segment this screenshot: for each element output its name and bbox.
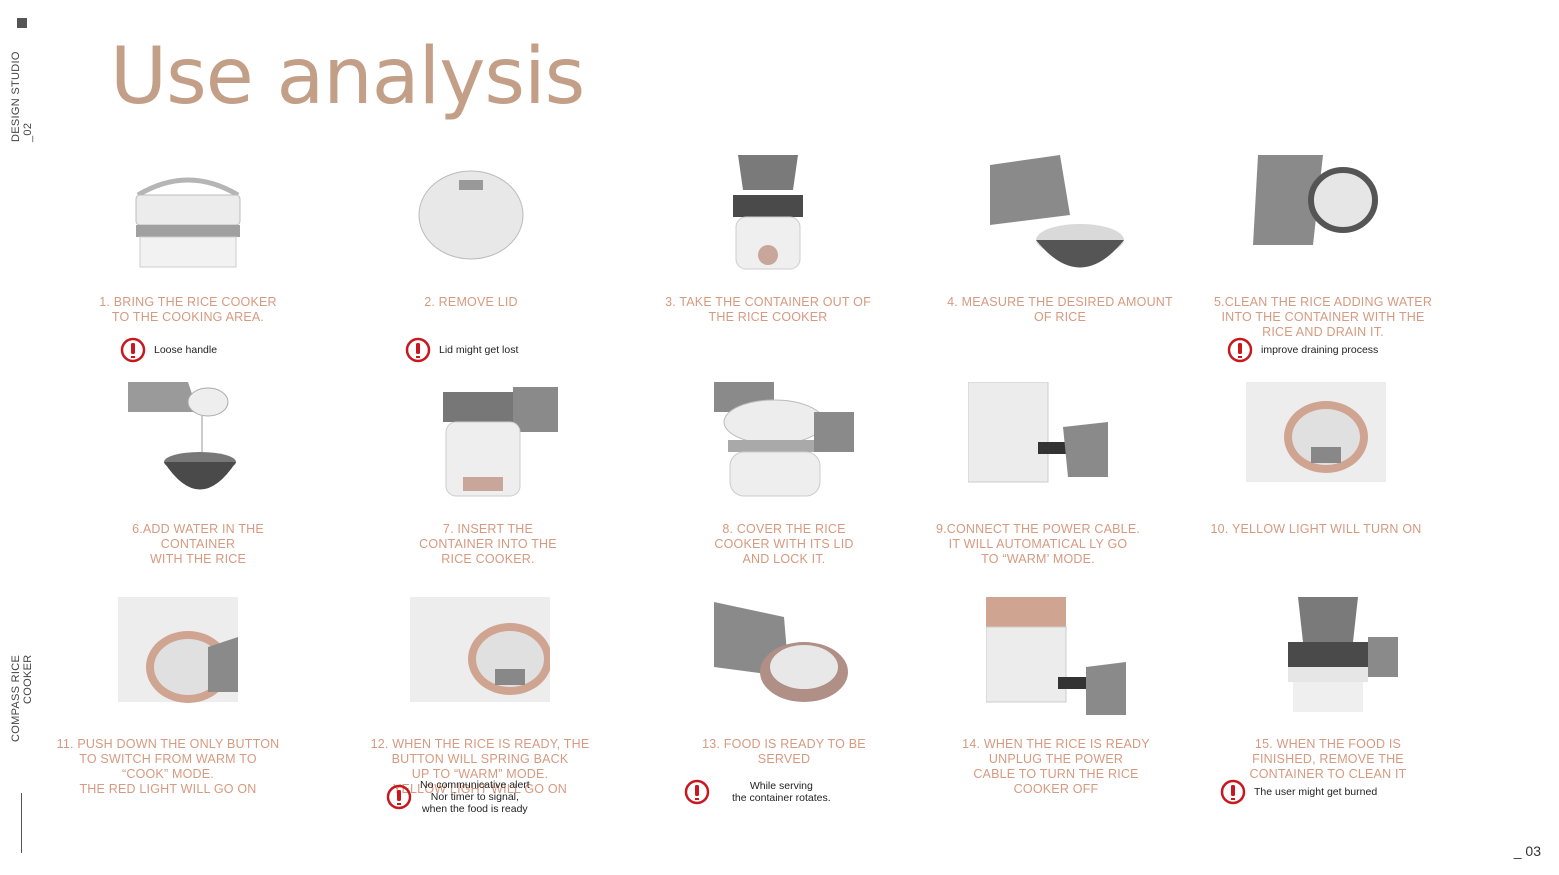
step-caption: 9.CONNECT THE POWER CABLE. IT WILL AUTOM… xyxy=(935,522,1141,566)
unplugging-cable-icon xyxy=(986,597,1126,715)
step-12: 12. WHEN THE RICE IS READY, THE BUTTON W… xyxy=(350,597,610,815)
sidebar-bottom-label: COMPASS RICE COOKER xyxy=(10,655,34,743)
step-caption: 14. WHEN THE RICE IS READY UNPLUG THE PO… xyxy=(962,737,1150,796)
step-4: 4. MEASURE THE DESIRED AMOUNT OF RICE xyxy=(930,155,1190,370)
alert-icon xyxy=(120,337,146,363)
pouring-rice-into-bowl-icon xyxy=(990,155,1130,273)
alert-icon xyxy=(1220,779,1246,805)
alert-icon xyxy=(1227,337,1253,363)
pouring-water-icon xyxy=(128,382,268,500)
step-caption: 1. BRING THE RICE COOKER TO THE COOKING … xyxy=(99,295,277,324)
step-caption: 7. INSERT THE CONTAINER INTO THE RICE CO… xyxy=(419,522,557,566)
step-caption: 3. TAKE THE CONTAINER OUT OF THE RICE CO… xyxy=(665,295,871,324)
step-15: 15. WHEN THE FOOD IS FINISHED, REMOVE TH… xyxy=(1198,597,1458,812)
step-alert: No communicative alert Nor timer to sign… xyxy=(386,779,530,815)
step-caption: 6.ADD WATER IN THE CONTAINER WITH THE RI… xyxy=(132,522,264,566)
serving-food-icon xyxy=(714,597,854,715)
step-1: 1. BRING THE RICE COOKER TO THE COOKING … xyxy=(58,155,318,370)
step-10: 10. YELLOW LIGHT WILL TURN ON xyxy=(1186,382,1446,597)
step-6: 6.ADD WATER IN THE CONTAINER WITH THE RI… xyxy=(68,382,328,597)
step-2: 2. REMOVE LID Lid might get lost xyxy=(341,155,601,370)
step-caption: 10. YELLOW LIGHT WILL TURN ON xyxy=(1210,522,1422,536)
alert-text: Loose handle xyxy=(154,344,218,356)
step-caption: 2. REMOVE LID xyxy=(424,295,518,309)
alert-icon xyxy=(684,779,710,805)
sidebar-bottom: COMPASS RICE COOKER xyxy=(10,655,34,855)
step-3: 3. TAKE THE CONTAINER OUT OF THE RICE CO… xyxy=(638,155,898,370)
step-7: 7. INSERT THE CONTAINER INTO THE RICE CO… xyxy=(358,382,618,597)
alert-text: improve draining process xyxy=(1261,344,1379,356)
step-9: 9.CONNECT THE POWER CABLE. IT WILL AUTOM… xyxy=(908,382,1168,597)
alert-text: No communicative alert Nor timer to sign… xyxy=(420,779,530,815)
step-alert: Loose handle xyxy=(120,337,217,363)
step-11: 11. PUSH DOWN THE ONLY BUTTON TO SWITCH … xyxy=(38,597,298,812)
step-alert: Lid might get lost xyxy=(405,337,518,363)
step-alert: While serving the container rotates. xyxy=(684,779,831,805)
removing-container-icon xyxy=(1258,597,1398,715)
hand-lifting-container-icon xyxy=(698,155,838,273)
inserting-container-icon xyxy=(418,382,558,500)
step-14: 14. WHEN THE RICE IS READY UNPLUG THE PO… xyxy=(926,597,1186,812)
page-number: _ 03 xyxy=(1513,843,1541,859)
step-caption: 4. MEASURE THE DESIRED AMOUNT OF RICE xyxy=(947,295,1173,324)
step-caption: 8. COVER THE RICE COOKER WITH ITS LID AN… xyxy=(714,522,854,566)
step-caption: 11. PUSH DOWN THE ONLY BUTTON TO SWITCH … xyxy=(56,737,280,796)
alert-icon xyxy=(405,337,431,363)
sidebar-square-mark xyxy=(17,18,27,28)
plugging-cable-icon xyxy=(968,382,1108,500)
step-caption: 15. WHEN THE FOOD IS FINISHED, REMOVE TH… xyxy=(1249,737,1407,781)
alert-icon xyxy=(386,784,412,810)
alert-text: Lid might get lost xyxy=(439,344,519,356)
rice-cooker-with-handle-icon xyxy=(118,155,258,273)
step-8: 8. COVER THE RICE COOKER WITH ITS LID AN… xyxy=(654,382,914,597)
control-panel-warm-icon xyxy=(410,597,550,715)
sidebar-top: DESIGN STUDIO _02 xyxy=(10,18,34,142)
step-13: 13. FOOD IS READY TO BE SERVED While ser… xyxy=(654,597,914,812)
control-panel-icon xyxy=(1246,382,1386,500)
alert-text: The user might get burned xyxy=(1254,786,1378,798)
step-caption: 12. WHEN THE RICE IS READY, THE BUTTON W… xyxy=(370,737,590,796)
pressing-button-icon xyxy=(98,597,238,715)
step-caption: 5.CLEAN THE RICE ADDING WATER INTO THE C… xyxy=(1213,295,1433,339)
sidebar-divider xyxy=(21,793,22,853)
lid-icon xyxy=(401,155,541,273)
step-alert: The user might get burned xyxy=(1220,779,1377,805)
hands-draining-container-icon xyxy=(1253,155,1393,273)
page-title: Use analysis xyxy=(110,32,585,122)
locking-lid-icon xyxy=(714,382,854,500)
step-5: 5.CLEAN THE RICE ADDING WATER INTO THE C… xyxy=(1193,155,1453,370)
step-alert: improve draining process xyxy=(1227,337,1378,363)
alert-text: While serving the container rotates. xyxy=(732,780,831,804)
step-caption: 13. FOOD IS READY TO BE SERVED xyxy=(702,737,866,766)
sidebar-top-label: DESIGN STUDIO _02 xyxy=(10,51,34,142)
